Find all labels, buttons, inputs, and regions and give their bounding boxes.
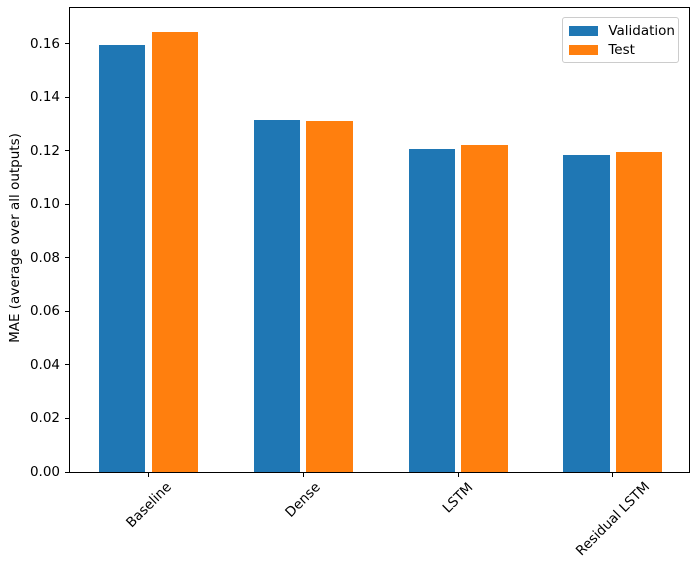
legend: Validation Test	[562, 17, 679, 63]
legend-label-test: Test	[608, 41, 635, 58]
x-tick-mark	[302, 472, 304, 477]
x-tick-label-lstm: LSTM	[439, 479, 477, 517]
bar-validation-lstm	[408, 149, 455, 472]
bar-test-lstm	[461, 145, 508, 472]
x-tick-mark	[457, 472, 459, 477]
y-tick-label: 0.12	[29, 142, 60, 159]
bar-test-residual-lstm	[615, 151, 663, 472]
bar-test-dense	[306, 121, 353, 472]
y-tick-mark	[65, 417, 70, 419]
y-tick-label: 0.06	[29, 303, 60, 320]
x-tick-label-baseline: Baseline	[122, 479, 175, 531]
y-tick-mark	[65, 203, 70, 205]
x-tick-mark	[148, 472, 150, 477]
validation-swatch-icon	[569, 25, 599, 36]
plot-area: Validation Test	[69, 7, 690, 473]
y-tick-mark	[65, 364, 70, 366]
y-tick-mark	[65, 310, 70, 312]
bar-validation-baseline	[99, 44, 146, 472]
y-tick-label: 0.10	[29, 196, 60, 213]
test-swatch-icon	[569, 44, 599, 55]
y-tick-label: 0.08	[29, 249, 60, 266]
y-tick-mark	[65, 96, 70, 98]
x-tick-mark	[612, 472, 614, 477]
y-tick-mark	[65, 257, 70, 259]
bar-validation-dense	[253, 119, 301, 472]
y-tick-mark	[65, 150, 70, 152]
y-tick-mark	[65, 43, 70, 45]
y-tick-label: 0.00	[29, 464, 60, 480]
bar-test-baseline	[151, 31, 199, 472]
y-tick-label: 0.02	[29, 410, 60, 427]
x-tick-label-dense: Dense	[282, 479, 325, 521]
y-tick-label: 0.04	[29, 356, 60, 373]
legend-entry-test: Test	[569, 40, 676, 59]
y-tick-mark	[65, 471, 70, 473]
y-tick-label: 0.16	[29, 35, 60, 52]
x-tick-label-residual-lstm: Residual LSTM	[572, 479, 653, 560]
legend-entry-validation: Validation	[569, 21, 676, 40]
legend-label-validation: Validation	[608, 22, 675, 39]
bar-validation-residual-lstm	[563, 154, 610, 472]
y-tick-label: 0.14	[29, 89, 60, 106]
